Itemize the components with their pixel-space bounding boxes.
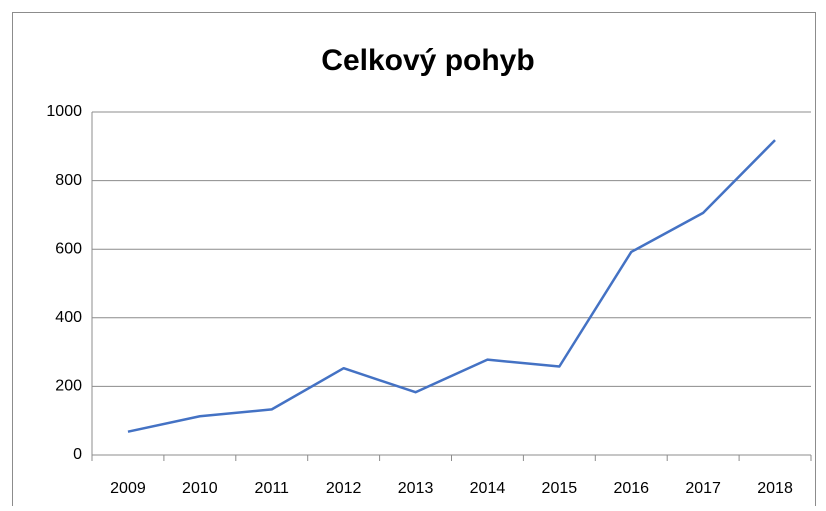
x-tick-label: 2012 [326,480,362,497]
y-tick-label: 1000 [46,103,82,120]
y-tick-label: 800 [55,172,82,189]
x-tick-label: 2013 [398,480,434,497]
chart-frame [12,12,816,511]
x-tick-label: 2017 [685,480,721,497]
y-tick-label: 0 [73,446,82,463]
x-tick-label: 2011 [255,480,290,497]
x-tick-label: 2016 [613,480,649,497]
x-tick-label: 2014 [470,480,506,497]
line-series [127,139,776,433]
x-tick-label: 2009 [110,480,146,497]
x-tick-label: 2010 [182,480,218,497]
x-tick-label: 2018 [757,480,793,497]
y-tick-label: 400 [55,309,82,326]
y-tick-label: 600 [55,240,82,257]
chart-title: Celkový pohyb [321,44,534,77]
y-tick-label: 200 [55,378,82,395]
x-tick-label: 2015 [542,480,578,497]
